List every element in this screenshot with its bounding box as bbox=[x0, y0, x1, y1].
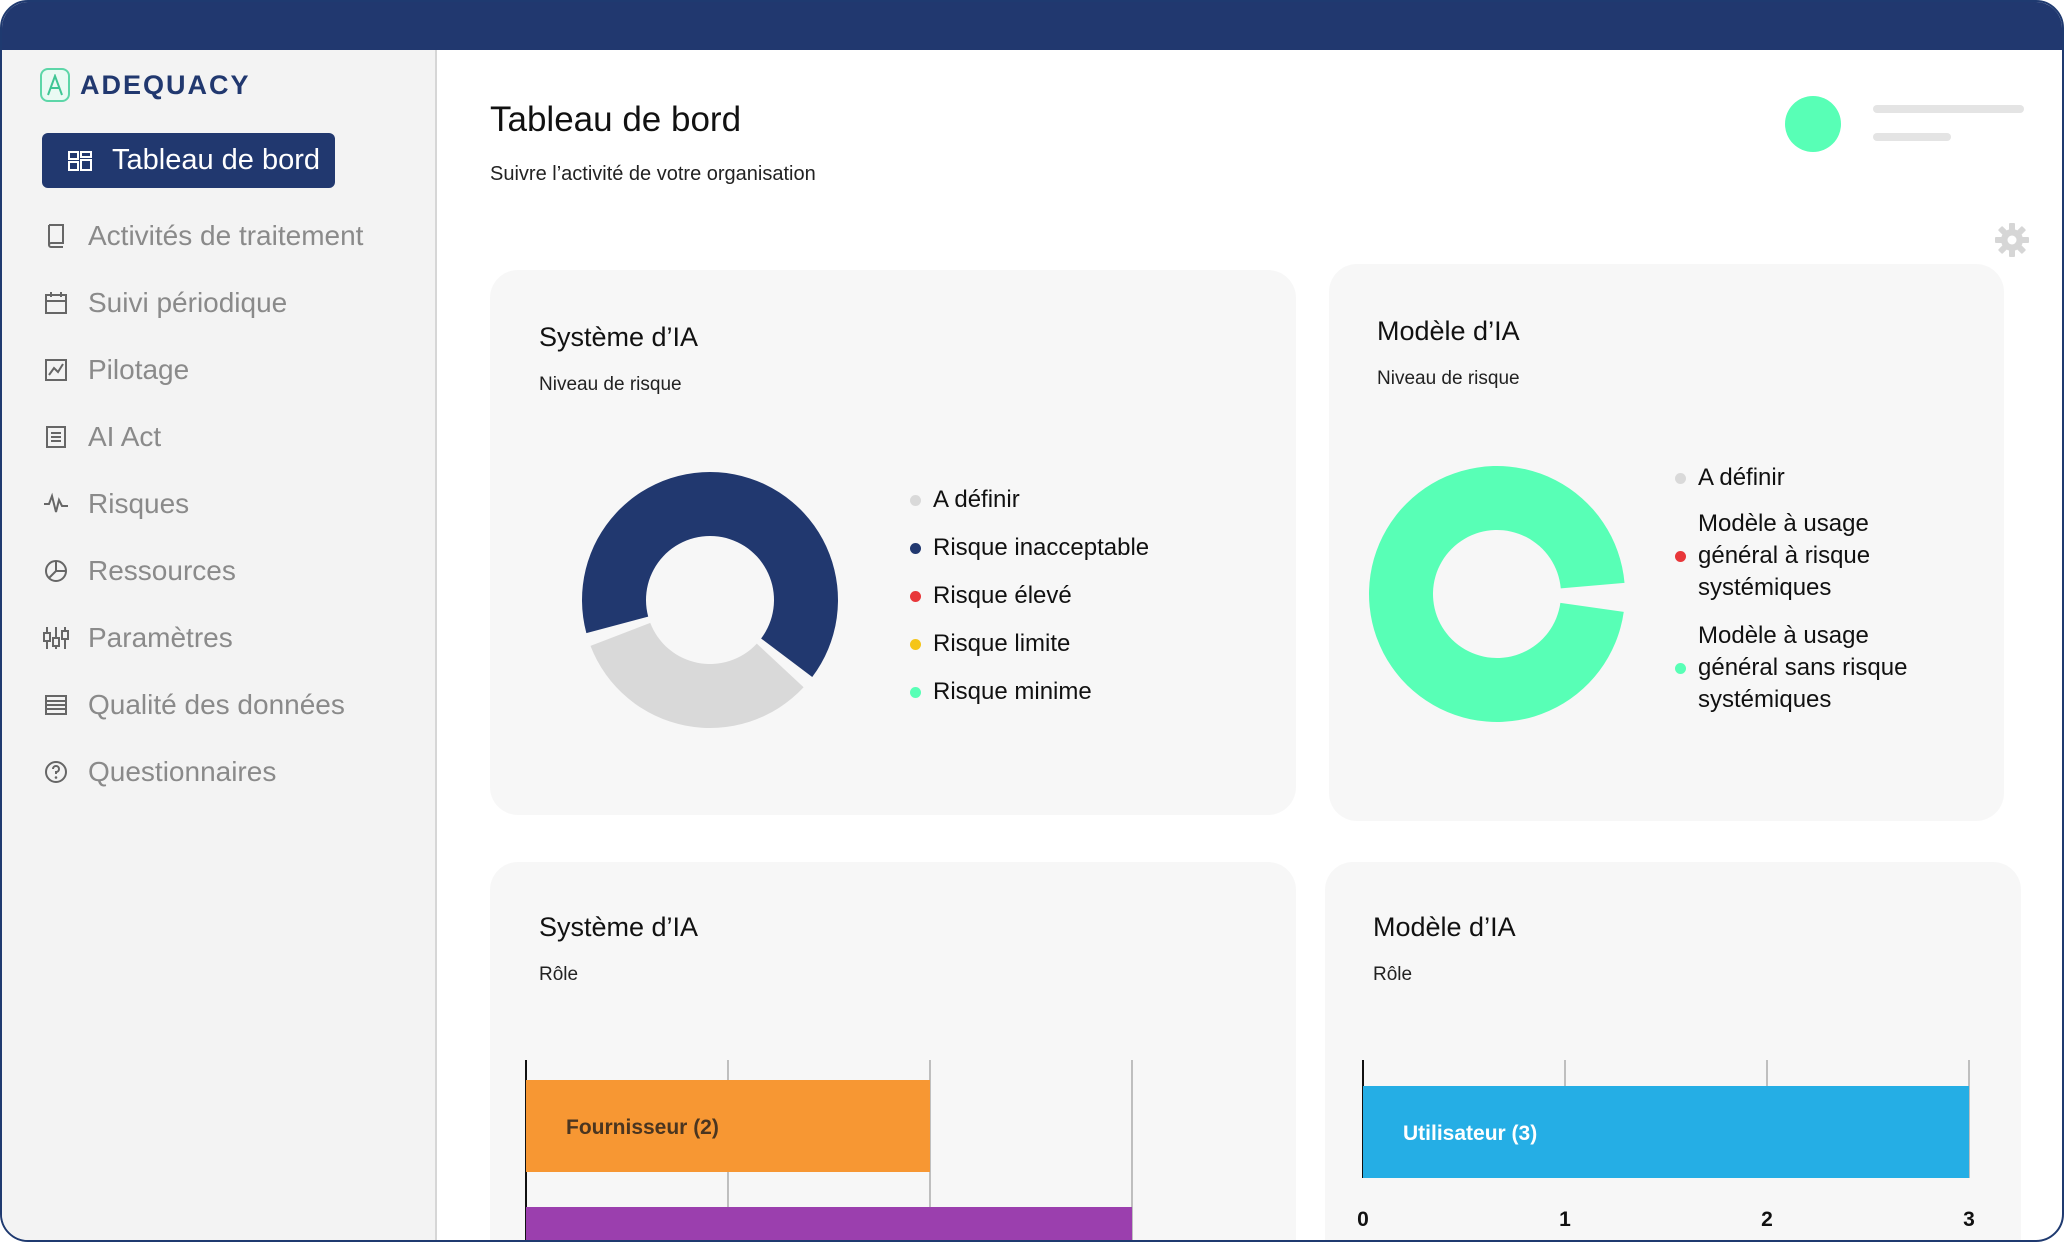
legend-label: Risque minime bbox=[933, 678, 1092, 705]
sidebar-item-label: Ressources bbox=[88, 555, 236, 586]
legend-label: Risque limite bbox=[933, 630, 1071, 657]
legend-dot bbox=[910, 542, 921, 554]
sidebar: ADEQUACY Tableau de bord Activités de tr… bbox=[2, 50, 437, 1240]
legend-dot bbox=[1675, 662, 1686, 674]
legend-dot bbox=[910, 638, 921, 650]
sidebar-item-ressources[interactable]: Ressources bbox=[42, 551, 236, 591]
legend-item: Risque minime bbox=[910, 678, 1092, 706]
chart-bar[interactable] bbox=[526, 1207, 1132, 1242]
legend-item: Risque inacceptable bbox=[910, 534, 1149, 562]
x-tick-label: 0 bbox=[1357, 1208, 1369, 1231]
sidebar-item-activites[interactable]: Activités de traitement bbox=[42, 216, 363, 256]
role-model-bar-chart: Utilisateur (3) 0 1 2 3 bbox=[1357, 1060, 1975, 1231]
pulse-icon bbox=[42, 490, 70, 518]
sliders-icon bbox=[42, 624, 70, 652]
sidebar-item-label: Qualité des données bbox=[88, 689, 345, 720]
dashboard-icon bbox=[66, 147, 94, 175]
card-title: Modèle d’IA bbox=[1377, 316, 1520, 346]
role-model-card: Modèle d’IA Rôle Utilisateur (3) 0 1 2 3 bbox=[1325, 862, 2021, 1240]
table-icon bbox=[42, 691, 70, 719]
brand-logo-icon bbox=[40, 68, 70, 102]
legend-dot bbox=[910, 590, 921, 602]
sidebar-item-tableau-de-bord[interactable]: Tableau de bord bbox=[42, 133, 335, 188]
legend-label: Risque élevé bbox=[933, 582, 1072, 609]
pie-icon bbox=[42, 557, 70, 585]
sidebar-item-label: Pilotage bbox=[88, 354, 190, 385]
main-content: Tableau de bord Suivre l’activité de vot… bbox=[439, 50, 2062, 1242]
sidebar-item-risques[interactable]: Risques bbox=[42, 484, 189, 524]
sidebar-item-suivi[interactable]: Suivi périodique bbox=[42, 283, 287, 323]
book-icon bbox=[42, 222, 70, 250]
help-circle-icon bbox=[42, 758, 70, 786]
title-bar bbox=[2, 2, 2062, 50]
document-icon bbox=[42, 423, 70, 451]
legend-item: Risque limite bbox=[910, 630, 1070, 658]
card-title: Système d’IA bbox=[539, 322, 699, 352]
risk-system-card: Système d’IA Niveau de risque A définir … bbox=[490, 270, 1296, 815]
gear-icon[interactable] bbox=[1994, 222, 2030, 263]
legend-label: Risque inacceptable bbox=[933, 534, 1150, 561]
card-title: Modèle d’IA bbox=[1373, 912, 1516, 942]
brand-name: ADEQUACY bbox=[80, 69, 251, 100]
chart-icon bbox=[42, 356, 70, 384]
calendar-icon bbox=[42, 289, 70, 317]
sidebar-item-label: Risques bbox=[88, 488, 190, 519]
legend-dot bbox=[910, 686, 921, 698]
donut-slice[interactable] bbox=[1369, 466, 1625, 722]
chart-bar[interactable] bbox=[526, 1080, 930, 1172]
role-system-card: Système d’IA Rôle Fournisseur (2)Déploye… bbox=[490, 862, 1296, 1242]
bar-label: Fournisseur (2) bbox=[566, 1116, 719, 1139]
card-subtitle: Rôle bbox=[1373, 964, 1413, 985]
legend-label: Modèle à usage général sans risque systé… bbox=[1698, 622, 1908, 713]
sidebar-item-questionnaires[interactable]: Questionnaires bbox=[42, 752, 276, 792]
legend-item: Modèle à usage général sans risque systé… bbox=[1675, 620, 1945, 716]
legend-item: Risque élevé bbox=[910, 582, 1072, 610]
bar-label: Utilisateur (3) bbox=[1403, 1122, 1537, 1145]
role-system-bar-chart: Fournisseur (2)Déployeur (2) bbox=[525, 1060, 1133, 1242]
legend-dot bbox=[910, 494, 921, 506]
legend-label: A définir bbox=[933, 486, 1020, 513]
x-tick-label: 1 bbox=[1559, 1208, 1571, 1231]
card-subtitle: Niveau de risque bbox=[539, 374, 682, 395]
user-role-placeholder bbox=[1873, 133, 1951, 141]
legend-item: A définir bbox=[1675, 464, 1785, 492]
page-subtitle: Suivre l’activité de votre organisation bbox=[490, 163, 816, 185]
sidebar-item-label: Tableau de bord bbox=[112, 144, 320, 176]
legend-item: Modèle à usage général à risque systémiq… bbox=[1675, 508, 1925, 604]
sidebar-item-label: Activités de traitement bbox=[88, 220, 364, 251]
risk-model-card: Modèle d’IA Niveau de risque A définir M… bbox=[1329, 264, 2004, 821]
donut-slice[interactable] bbox=[582, 471, 838, 678]
donut-slice[interactable] bbox=[590, 622, 804, 728]
card-subtitle: Rôle bbox=[539, 964, 579, 985]
sidebar-item-pilotage[interactable]: Pilotage bbox=[42, 350, 189, 390]
legend-dot bbox=[1675, 550, 1686, 562]
page-title: Tableau de bord bbox=[490, 100, 742, 139]
sidebar-item-ai-act[interactable]: AI Act bbox=[42, 417, 161, 457]
user-name-placeholder bbox=[1873, 105, 2024, 113]
legend-dot bbox=[1675, 472, 1686, 484]
sidebar-item-label: AI Act bbox=[88, 421, 162, 452]
legend-item: A définir bbox=[910, 486, 1020, 514]
sidebar-item-label: Suivi périodique bbox=[88, 287, 288, 318]
sidebar-item-qualite[interactable]: Qualité des données bbox=[42, 685, 345, 725]
legend-label: A définir bbox=[1698, 464, 1785, 491]
brand-logo[interactable]: ADEQUACY bbox=[40, 68, 251, 102]
card-title: Système d’IA bbox=[539, 912, 699, 942]
risk-model-donut bbox=[1369, 466, 1625, 722]
sidebar-item-label: Questionnaires bbox=[88, 756, 277, 787]
x-tick-label: 3 bbox=[1963, 1208, 1975, 1231]
sidebar-item-parametres[interactable]: Paramètres bbox=[42, 618, 233, 658]
avatar[interactable] bbox=[1785, 96, 1841, 152]
card-subtitle: Niveau de risque bbox=[1377, 368, 1520, 389]
risk-system-donut bbox=[582, 471, 838, 728]
sidebar-item-label: Paramètres bbox=[88, 622, 233, 653]
x-tick-label: 2 bbox=[1761, 1208, 1773, 1231]
legend-label: Modèle à usage général à risque systémiq… bbox=[1698, 510, 1871, 601]
chart-bar[interactable] bbox=[1363, 1086, 1969, 1178]
